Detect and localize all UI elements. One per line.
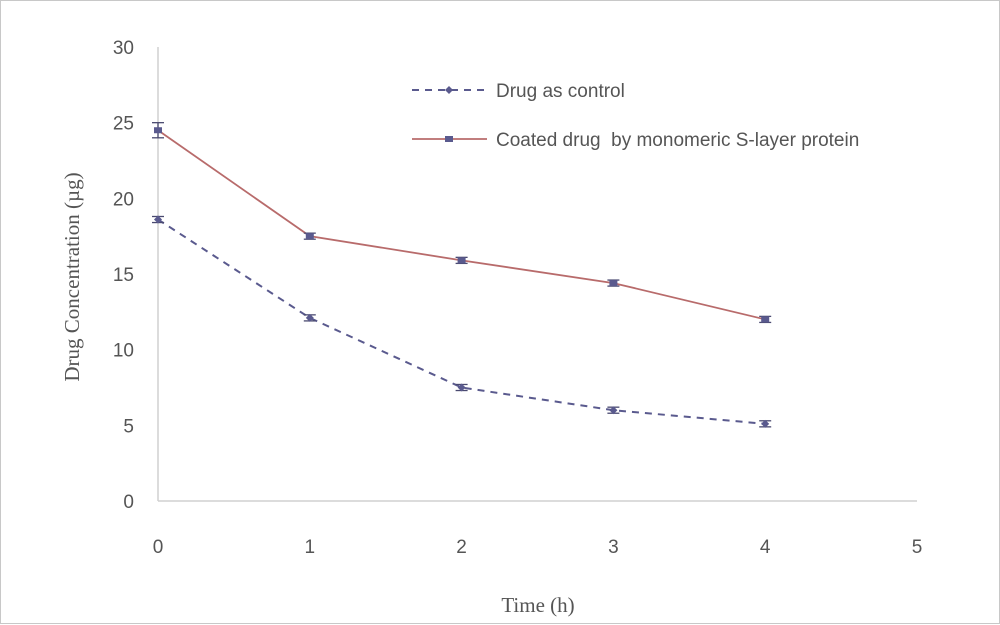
legend: Drug as control Coated drug by monomeric … bbox=[412, 81, 859, 151]
data-point-marker bbox=[457, 383, 466, 392]
legend-label: Coated drug by monomeric S-layer protein bbox=[496, 130, 859, 151]
data-point-marker bbox=[457, 257, 466, 264]
data-point-marker bbox=[761, 316, 770, 323]
series-layer bbox=[152, 122, 772, 428]
data-point-marker bbox=[154, 215, 162, 224]
data-point-marker bbox=[445, 86, 453, 94]
x-axis-title: Time (h) bbox=[501, 593, 574, 617]
y-tick-label: 20 bbox=[113, 189, 134, 210]
x-tick-label: 4 bbox=[760, 537, 771, 558]
x-tick-label: 0 bbox=[153, 537, 164, 558]
y-tick-label: 30 bbox=[113, 38, 134, 59]
x-tick-label: 3 bbox=[608, 537, 619, 558]
y-axis-title: Drug Concentration (µg) bbox=[60, 172, 84, 381]
series-line bbox=[157, 129, 766, 321]
data-point-marker bbox=[154, 127, 162, 134]
legend-item: Coated drug by monomeric S-layer protein bbox=[412, 130, 859, 151]
data-point-marker bbox=[445, 136, 453, 142]
series-1 bbox=[152, 215, 772, 428]
y-tick-label: 0 bbox=[123, 492, 134, 513]
y-tick-labels: 0 5 10 15 20 25 30 bbox=[113, 38, 134, 513]
x-tick-label: 2 bbox=[456, 537, 467, 558]
data-point-marker bbox=[305, 313, 314, 322]
data-point-marker bbox=[761, 419, 770, 428]
x-tick-labels: 0 1 2 3 4 5 bbox=[153, 537, 923, 558]
data-point-marker bbox=[305, 233, 314, 240]
legend-label: Drug as control bbox=[496, 81, 625, 102]
data-point-marker bbox=[609, 406, 618, 415]
data-point-marker bbox=[609, 280, 618, 287]
axes bbox=[157, 47, 917, 502]
y-tick-label: 25 bbox=[113, 114, 134, 135]
legend-item: Drug as control bbox=[412, 81, 625, 102]
y-tick-label: 10 bbox=[113, 341, 134, 362]
x-tick-label: 1 bbox=[305, 537, 316, 558]
series-line bbox=[157, 218, 766, 425]
y-tick-label: 5 bbox=[123, 416, 134, 437]
series-2 bbox=[152, 122, 772, 324]
y-tick-label: 15 bbox=[113, 265, 134, 286]
x-tick-label: 5 bbox=[912, 537, 923, 558]
